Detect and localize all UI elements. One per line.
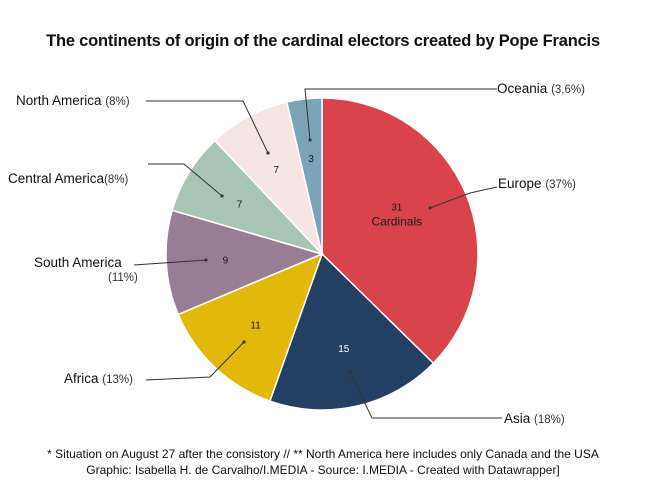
- leader-dot-north-america: [266, 151, 270, 155]
- value-label-africa: 11: [250, 320, 261, 331]
- pie-slice-oceania: [285, 97, 323, 255]
- value-label-north-america: 7: [274, 165, 280, 176]
- legend-label-south-america: South America: [34, 255, 122, 270]
- leader-line-south-america: [133, 259, 207, 266]
- pie-slice-europe: [321, 97, 479, 365]
- pie-slice-asia: [268, 252, 435, 411]
- leader-line-oceania: [304, 88, 497, 141]
- value-label-central-america: 7: [237, 200, 243, 211]
- leader-dot-africa: [242, 340, 246, 344]
- value-label-oceania: 3: [308, 154, 314, 165]
- value-label-asia: 15: [338, 344, 350, 355]
- value-sublabel-europe: Cardinals: [371, 215, 422, 229]
- legend-pct-south-america: (11%): [108, 272, 138, 284]
- chart-footer: * Situation on August 27 after the consi…: [0, 446, 646, 478]
- chart-title: The continents of origin of the cardinal…: [46, 32, 600, 50]
- leader-line-europe: [429, 186, 498, 209]
- leader-dot-central-america: [220, 194, 224, 198]
- leader-dot-europe: [428, 206, 432, 210]
- legend-label-central-america: Central America(8%): [8, 171, 129, 186]
- leader-dot-oceania: [308, 138, 312, 142]
- legend-label-north-america: North America (8%): [16, 93, 130, 108]
- legend-label-europe: Europe (37%): [498, 176, 576, 191]
- leader-line-central-america: [148, 163, 223, 197]
- leader-line-asia: [349, 371, 502, 419]
- footer-note: * Situation on August 27 after the consi…: [47, 447, 599, 461]
- legend-label-asia: Asia (18%): [504, 411, 565, 426]
- leader-dot-south-america: [204, 258, 208, 262]
- footer-credit: Graphic: Isabella H. de Carvalho/I.MEDIA…: [86, 463, 560, 477]
- leader-line-africa: [145, 341, 245, 381]
- legend-label-oceania: Oceania (3,6%): [497, 81, 585, 96]
- leader-line-north-america: [146, 100, 269, 154]
- value-label-south-america: 9: [223, 256, 229, 267]
- legend-label-africa: Africa (13%): [64, 371, 133, 386]
- value-label-europe: 31: [391, 203, 403, 214]
- pie-slice-africa: [177, 252, 324, 402]
- leader-dot-asia: [348, 370, 352, 374]
